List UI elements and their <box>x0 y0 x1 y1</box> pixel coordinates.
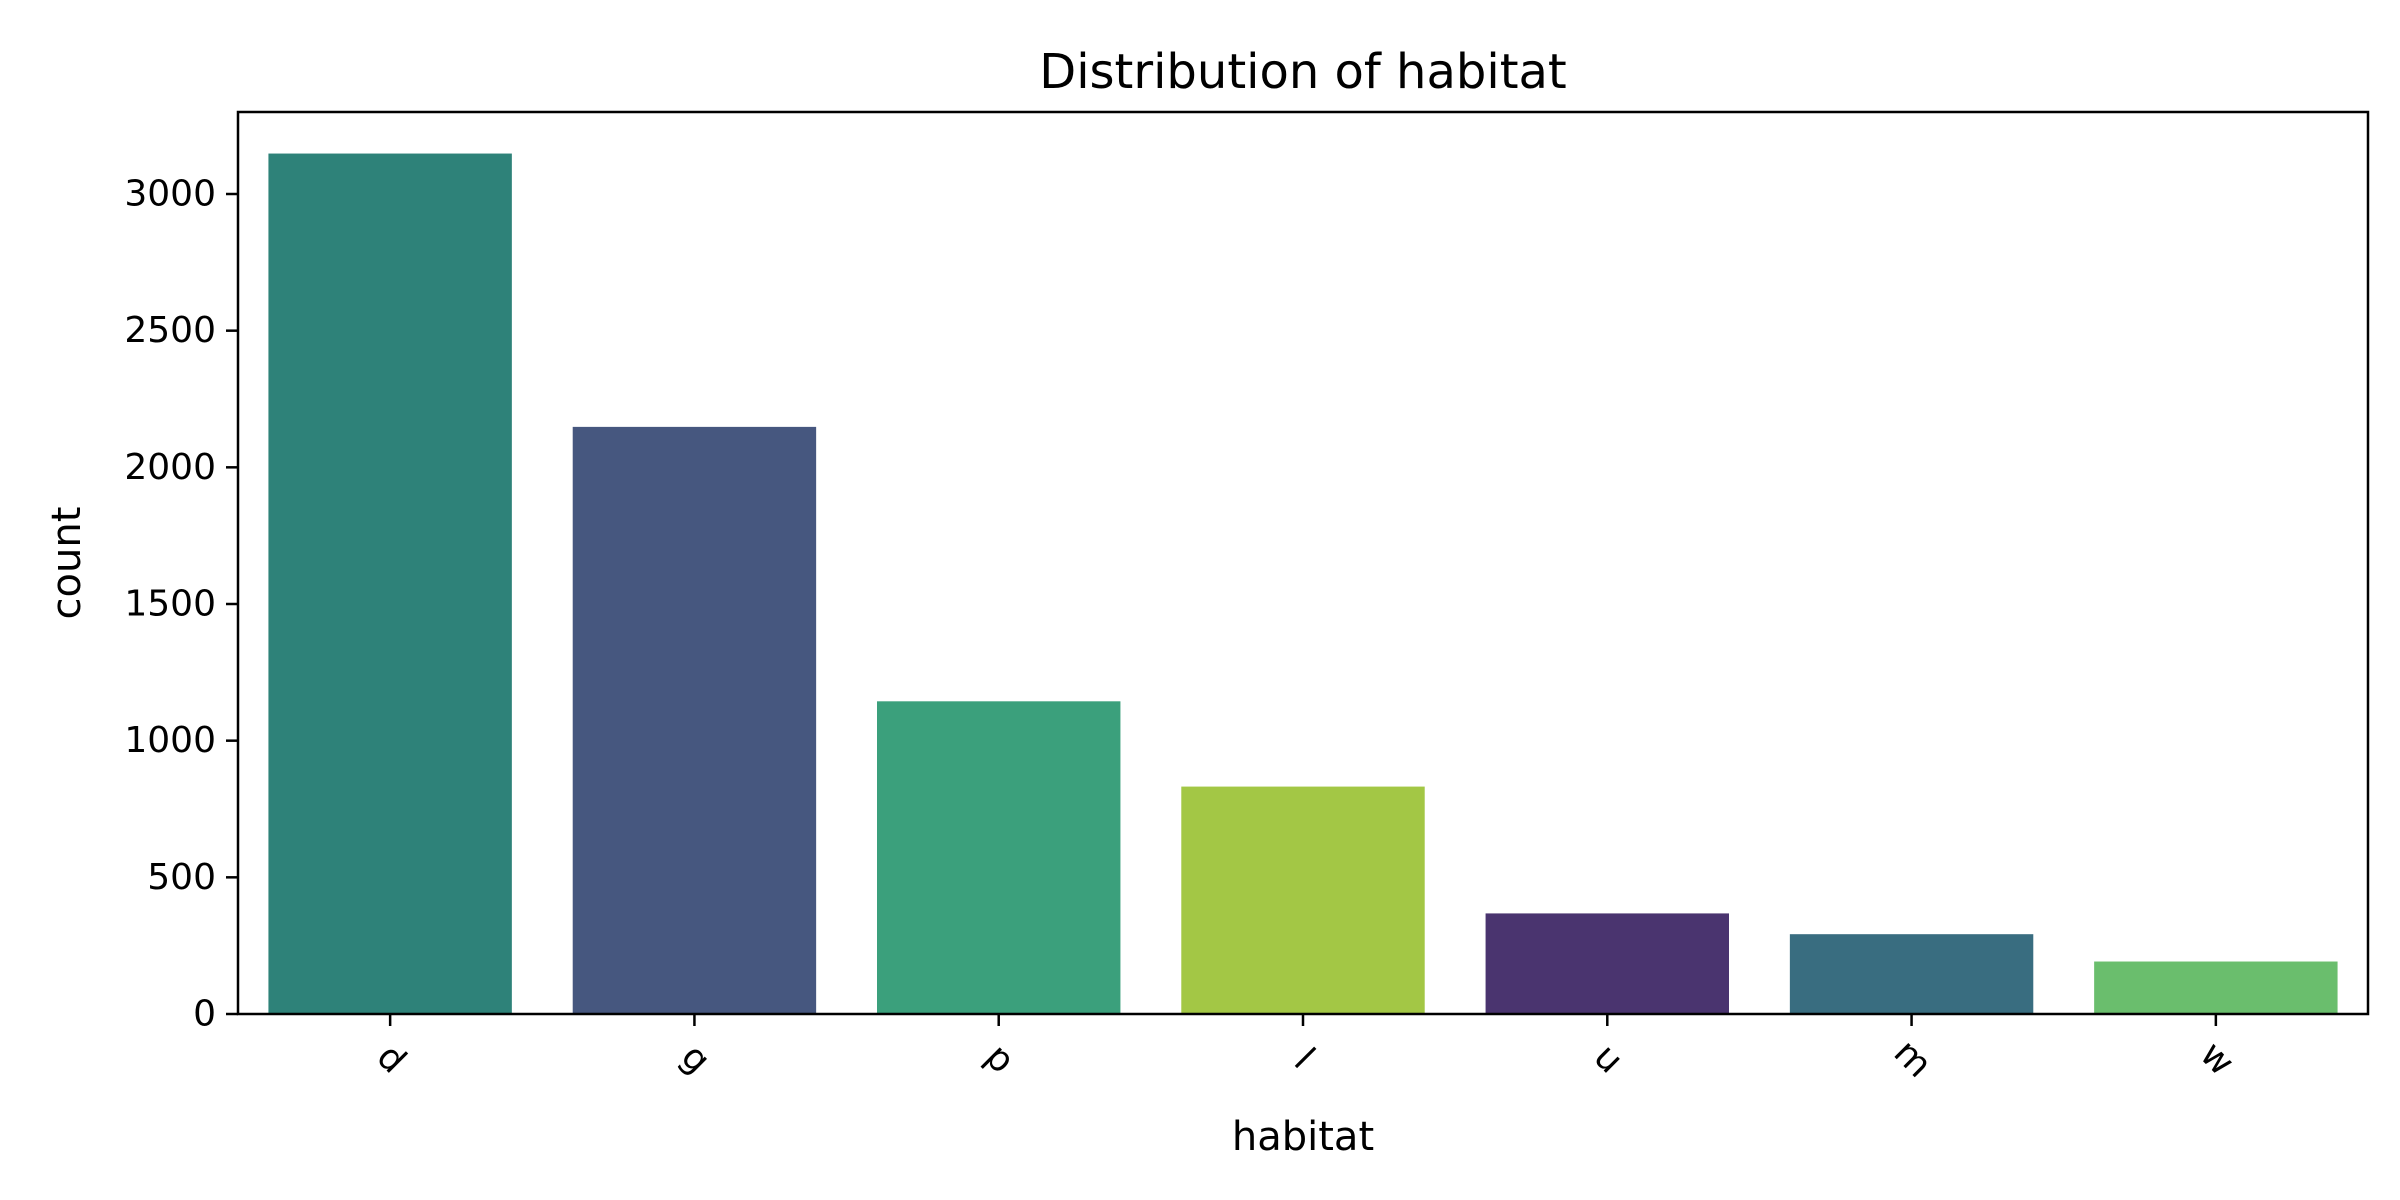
y-axis-label: count <box>44 507 90 620</box>
y-tick-label: 2000 <box>124 447 216 488</box>
plot-frame <box>236 110 2370 1016</box>
bar-p <box>877 701 1121 1014</box>
chart-title: Distribution of habitat <box>1039 44 1567 100</box>
bar-m <box>1789 934 2034 1014</box>
x-axis-label: habitat <box>1232 1114 1374 1160</box>
y-tick-label: 0 <box>193 994 216 1035</box>
bar-u <box>1485 913 1729 1014</box>
bar-d <box>268 153 512 1015</box>
y-axis-ticks: 0 500 1000 1500 2000 2500 3000 <box>124 174 238 1035</box>
y-tick-label: 3000 <box>124 174 216 215</box>
y-tick-label: 500 <box>147 857 216 898</box>
bar-w <box>2094 961 2338 1014</box>
y-tick-label: 1500 <box>124 584 216 625</box>
y-tick-label: 1000 <box>124 720 216 761</box>
bar-l <box>1181 786 1425 1014</box>
bars-group <box>268 153 2338 1015</box>
y-tick-label: 2500 <box>124 310 216 351</box>
bar-g <box>572 426 817 1014</box>
